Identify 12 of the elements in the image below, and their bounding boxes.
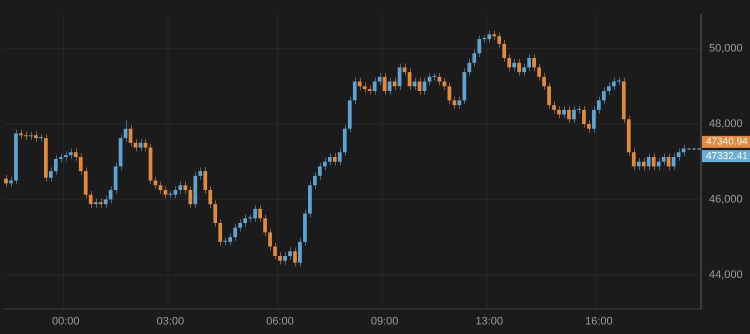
ref-line-label: 47332.41 xyxy=(706,150,748,162)
x-tick-label: 00:00 xyxy=(52,315,80,328)
x-tick-label: 09:00 xyxy=(370,315,398,328)
ref-line-label: 47340.94 xyxy=(706,136,748,148)
y-tick-label: 48,000 xyxy=(709,118,743,130)
y-tick-label: 44,000 xyxy=(709,268,743,281)
x-tick-label: 03:00 xyxy=(156,315,184,328)
x-tick-label: 16:00 xyxy=(585,315,613,328)
y-tick-label: 50,000 xyxy=(709,42,743,55)
x-tick-label: 06:00 xyxy=(266,315,294,328)
y-tick-label: 46,000 xyxy=(709,193,743,206)
x-tick-label: 13:00 xyxy=(475,315,504,328)
